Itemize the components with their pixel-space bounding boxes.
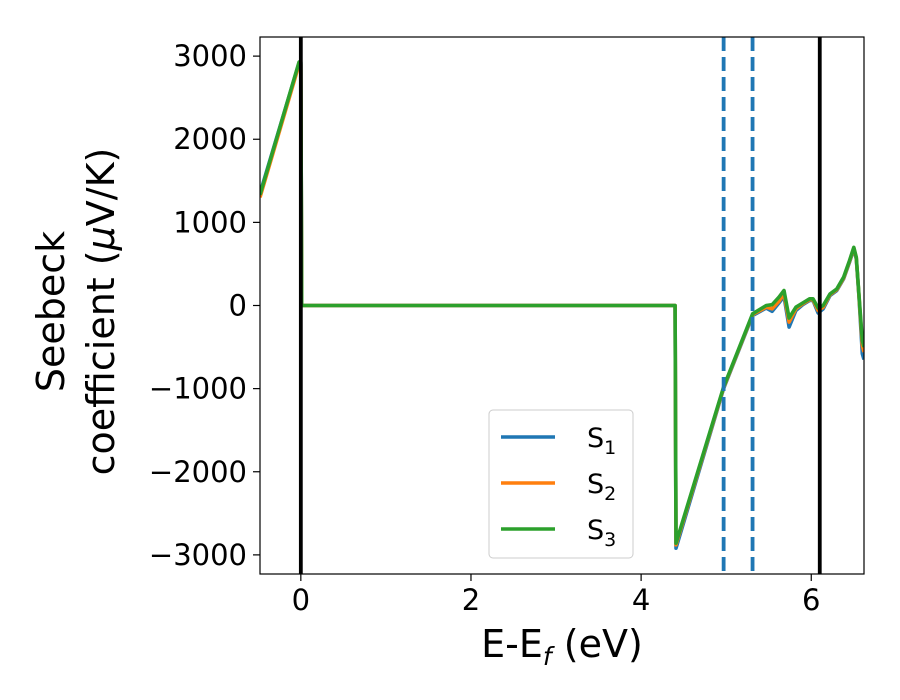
legend: S1 S2 S3 xyxy=(488,409,634,559)
x-tick-label: 2 xyxy=(462,583,480,617)
y-tick-label: 3000 xyxy=(173,39,247,73)
y-tick-label: −1000 xyxy=(149,372,247,406)
x-axis-title: E-Ef (eV) xyxy=(481,622,643,671)
y-tick-label: 0 xyxy=(229,289,247,323)
x-axis-title-main: E-E xyxy=(481,622,543,666)
y-axis-title-prefix: coefficient ( xyxy=(79,250,123,475)
legend-box xyxy=(488,409,634,559)
y-axis-title-line1: Seebeck xyxy=(29,231,73,392)
legend-label-s1: S1 xyxy=(587,423,616,459)
y-tick-label: −2000 xyxy=(149,455,247,489)
axis-ticks: 0 2 4 6 −3000 −2000 −1000 0 1000 2000 3000 xyxy=(149,39,821,617)
reference-lines xyxy=(298,37,822,574)
series-line-s3 xyxy=(260,60,864,546)
legend-label-s3: S3 xyxy=(587,515,616,551)
y-tick-label: 2000 xyxy=(173,122,247,156)
y-axis-title-line2: coefficient (μV/K) xyxy=(79,148,123,476)
x-axis-title-unit: (eV) xyxy=(552,622,643,666)
y-axis-title: Seebeck coefficient (μV/K) xyxy=(29,148,123,476)
y-axis-title-mu: μ xyxy=(79,226,123,251)
x-tick-label: 6 xyxy=(802,583,820,617)
x-tick-label: 0 xyxy=(292,583,310,617)
y-axis-title-unit: V/K) xyxy=(79,148,123,227)
y-tick-label: 1000 xyxy=(173,205,247,239)
legend-label-s2: S2 xyxy=(587,469,616,505)
plot-area xyxy=(260,60,864,551)
y-tick-label: −3000 xyxy=(149,538,247,572)
x-tick-label: 4 xyxy=(632,583,650,617)
